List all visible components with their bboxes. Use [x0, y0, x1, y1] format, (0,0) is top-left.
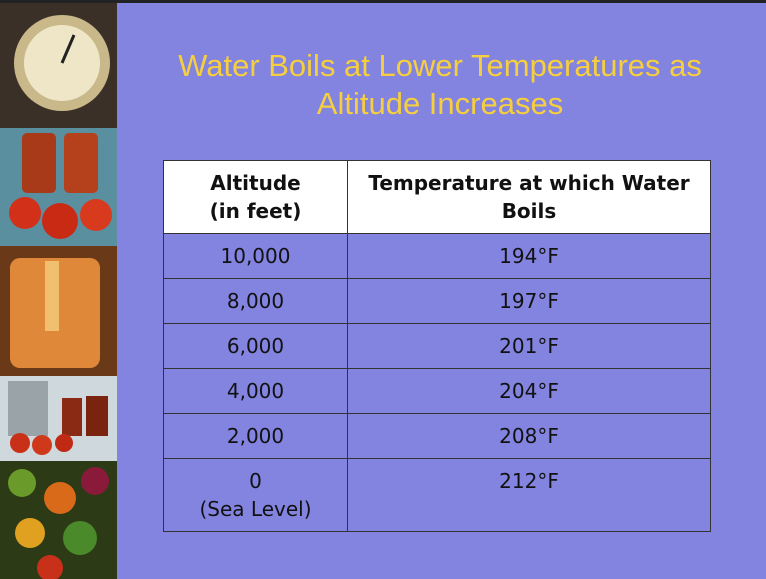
- cell-line: 204°F: [354, 377, 704, 405]
- cell-line: 0: [170, 467, 341, 495]
- table-cell: 194°F: [348, 234, 711, 279]
- table-cell: 4,000: [164, 369, 348, 414]
- table-row: 6,000 201°F: [164, 324, 711, 369]
- cell-line: (Sea Level): [170, 495, 341, 523]
- cell-line: 6,000: [170, 332, 341, 360]
- data-table: Altitude(in feet)Temperature at which Wa…: [163, 160, 711, 532]
- header-cell: Altitude(in feet): [164, 161, 348, 234]
- page: Water Boils at Lower Temperatures asAlti…: [0, 0, 766, 579]
- cell-line: Boils: [354, 197, 704, 225]
- table-cell: 6,000: [164, 324, 348, 369]
- table-cell: 197°F: [348, 279, 711, 324]
- title-line: Altitude Increases: [130, 85, 750, 123]
- table-cell: 208°F: [348, 414, 711, 459]
- table-cell: 2,000: [164, 414, 348, 459]
- photo-strip: [0, 3, 117, 579]
- cell-line: 197°F: [354, 287, 704, 315]
- title-line: Water Boils at Lower Temperatures as: [130, 47, 750, 85]
- cell-line: 8,000: [170, 287, 341, 315]
- table-row: 2,000 208°F: [164, 414, 711, 459]
- table-row: 10,000 194°F: [164, 234, 711, 279]
- header-row: Altitude(in feet)Temperature at which Wa…: [164, 161, 711, 234]
- cell-line: 2,000: [170, 422, 341, 450]
- table-row: 0(Sea Level)212°F: [164, 459, 711, 532]
- cell-line: 4,000: [170, 377, 341, 405]
- slide: Water Boils at Lower Temperatures asAlti…: [0, 0, 766, 579]
- cell-line: (in feet): [170, 197, 341, 225]
- cell-line: 10,000: [170, 242, 341, 270]
- table-cell: 204°F: [348, 369, 711, 414]
- table-row: 8,000 197°F: [164, 279, 711, 324]
- cell-line: 194°F: [354, 242, 704, 270]
- table-cell: 0(Sea Level): [164, 459, 348, 532]
- cell-line: Temperature at which Water: [354, 169, 704, 197]
- table-cell: 201°F: [348, 324, 711, 369]
- cell-line: 201°F: [354, 332, 704, 360]
- table-row: 4,000 204°F: [164, 369, 711, 414]
- cell-line: 212°F: [354, 467, 704, 495]
- table-cell: 10,000: [164, 234, 348, 279]
- table-cell: 8,000: [164, 279, 348, 324]
- cell-line: Altitude: [170, 169, 341, 197]
- cell-line: 208°F: [354, 422, 704, 450]
- table-cell: 212°F: [348, 459, 711, 532]
